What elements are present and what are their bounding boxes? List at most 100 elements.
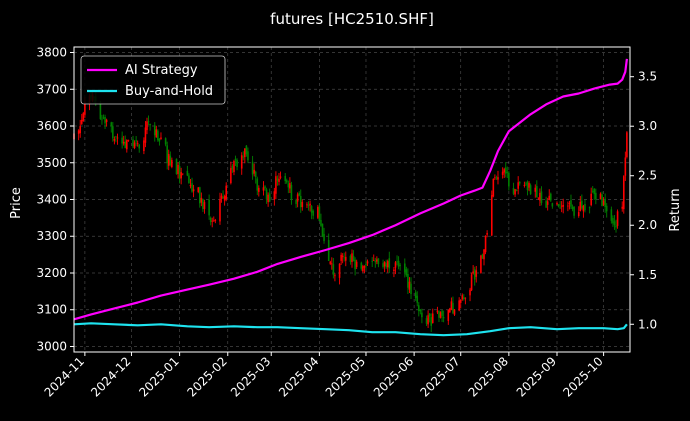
candle-body	[545, 200, 547, 208]
y-tick-label: 3700	[36, 82, 67, 96]
candle-body	[284, 176, 287, 182]
legend-label: Buy-and-Hold	[125, 84, 213, 99]
candle-body	[577, 212, 580, 216]
candle-body	[189, 184, 192, 187]
candle-body	[233, 161, 235, 173]
candle-body	[393, 269, 395, 272]
candle-body	[363, 265, 366, 268]
candle-body	[355, 261, 358, 267]
candle-body	[310, 206, 313, 213]
candle-body	[382, 263, 384, 267]
candle-body	[234, 158, 237, 161]
candle-body	[428, 313, 431, 317]
candle-body	[113, 138, 116, 141]
candle-body	[287, 183, 290, 188]
candle-body	[144, 127, 147, 143]
candle-body	[225, 185, 228, 199]
candle-body	[121, 137, 123, 144]
candle-body	[365, 264, 367, 266]
candle-body	[464, 297, 467, 299]
candle-body	[622, 176, 625, 210]
candle-body	[105, 119, 108, 123]
candle-body	[146, 121, 148, 131]
candle-body	[267, 194, 269, 203]
candle-body	[581, 200, 583, 209]
candle-body	[110, 122, 113, 127]
y-tick-label: 3300	[36, 229, 67, 243]
candle-body	[439, 312, 442, 318]
candle-body	[188, 175, 190, 184]
candle-body	[84, 102, 86, 115]
series-line	[73, 58, 628, 321]
candle-body	[155, 129, 158, 138]
candle-body	[399, 265, 401, 266]
candle-body	[551, 203, 554, 207]
y-tick-label: 3000	[36, 339, 67, 353]
candle-body	[512, 187, 515, 194]
candle-body	[245, 145, 248, 155]
candle-body	[268, 193, 271, 202]
candle-body	[504, 167, 507, 174]
candle-body	[529, 185, 532, 195]
candle-body	[329, 261, 332, 264]
candle-body	[200, 197, 203, 203]
candle-body	[425, 318, 428, 324]
candle-body	[515, 190, 518, 192]
candle-body	[306, 204, 308, 206]
candle-body	[323, 234, 325, 242]
candle-body	[486, 233, 488, 235]
candle-body	[548, 195, 551, 200]
candle-body	[461, 295, 464, 300]
candle-body	[80, 119, 83, 124]
candle-body	[595, 192, 597, 200]
candle-body	[307, 205, 310, 207]
y-tick-label: 3500	[36, 156, 67, 170]
candle-body	[526, 181, 529, 191]
candle-body	[254, 171, 257, 177]
candle-body	[591, 190, 594, 192]
y2-tick-label: 2.0	[638, 218, 657, 232]
candle-body	[231, 166, 234, 170]
candle-body	[616, 211, 619, 226]
candle-body	[177, 164, 179, 175]
candle-body	[494, 177, 496, 179]
candle-body	[301, 201, 304, 208]
candle-body	[469, 289, 471, 296]
candle-body	[298, 193, 300, 196]
y-tick-label: 3200	[36, 266, 67, 280]
candle-body	[419, 309, 422, 312]
candle-body	[534, 187, 537, 192]
candle-body	[605, 205, 608, 212]
y2-axis-label: Return	[668, 188, 683, 231]
candle-body	[104, 117, 106, 124]
candle-body	[127, 140, 130, 141]
candle-body	[160, 137, 162, 140]
candle-body	[318, 206, 321, 222]
candle-body	[517, 182, 519, 189]
chart-title: futures [HC2510.SHF]	[270, 10, 434, 28]
candle-body	[386, 261, 389, 268]
candle-body	[613, 221, 616, 226]
candle-body	[126, 140, 128, 150]
candle-body	[430, 317, 433, 326]
candle-body	[143, 140, 145, 152]
candle-body	[338, 263, 341, 278]
candle-body	[385, 263, 387, 268]
candle-body	[198, 187, 201, 204]
candle-body	[525, 183, 527, 185]
candle-body	[149, 123, 151, 126]
legend: AI Strategy Buy-and-Hold	[80, 55, 226, 105]
candle-body	[472, 271, 474, 274]
candle-body	[557, 204, 560, 207]
candle-body	[615, 225, 617, 228]
candle-body	[601, 194, 603, 207]
candle-body	[495, 177, 498, 179]
candle-body	[279, 176, 282, 178]
candle-body	[209, 217, 212, 223]
candle-body	[408, 281, 411, 290]
candle-body	[320, 220, 322, 226]
candle-body	[122, 142, 125, 144]
candle-body	[219, 199, 221, 222]
candle-body	[244, 148, 246, 158]
